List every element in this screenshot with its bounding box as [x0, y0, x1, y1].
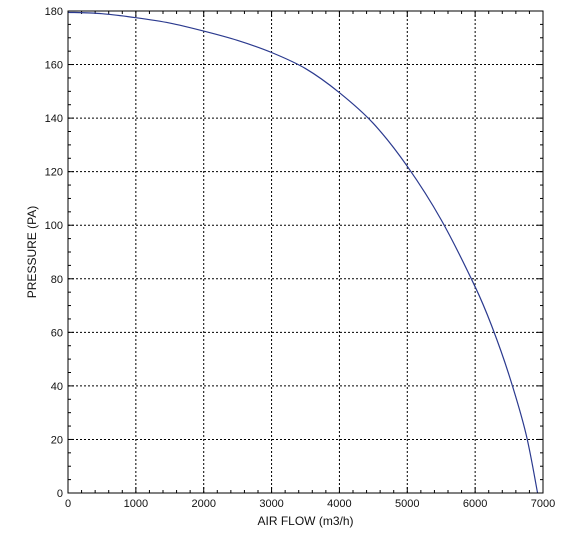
x-tick-label: 3000 — [259, 498, 283, 510]
grid-lines — [68, 11, 543, 493]
y-tick-label: 60 — [51, 327, 63, 339]
x-tick-label: 4000 — [327, 498, 351, 510]
x-axis-label: AIR FLOW (m3/h) — [257, 514, 353, 528]
y-tick-label: 120 — [45, 167, 63, 179]
y-tick-label: 160 — [45, 60, 63, 72]
y-tick-label: 100 — [45, 220, 63, 232]
x-tick-label: 7000 — [531, 498, 555, 510]
tick-labels: 0 1000 2000 3000 4000 5000 6000 7000 0 20 40 60 80 10… — [45, 6, 556, 510]
y-tick-label: 180 — [45, 6, 63, 18]
y-tick-label: 20 — [51, 434, 63, 446]
y-axis-label: PRESSURE (PA) — [25, 206, 39, 298]
plot-frame — [67, 10, 544, 494]
x-tick-label: 0 — [65, 498, 71, 510]
pressure-curve — [67, 11, 539, 494]
y-tick-label: 40 — [51, 381, 63, 393]
y-tick-label: 0 — [57, 488, 63, 500]
x-tick-label: 1000 — [124, 498, 148, 510]
x-tick-label: 5000 — [395, 498, 419, 510]
y-tick-label: 140 — [45, 113, 63, 125]
y-tick-label: 80 — [51, 274, 63, 286]
minor-ticks — [67, 10, 544, 494]
x-tick-label: 6000 — [463, 498, 487, 510]
x-tick-label: 2000 — [191, 498, 215, 510]
series-layer — [67, 11, 539, 494]
